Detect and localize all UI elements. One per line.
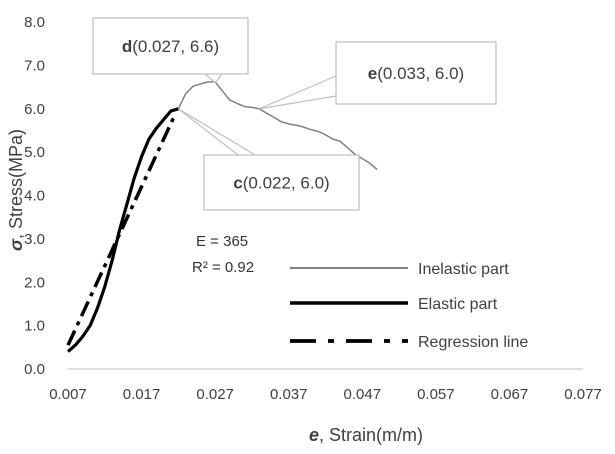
callout-text: d(0.027, 6.6) xyxy=(122,37,219,56)
callout-coordinates: (0.022, 6.0) xyxy=(243,174,330,193)
y-tick-label: 8.0 xyxy=(24,14,45,31)
y-axis-symbol: σ xyxy=(6,238,26,251)
series-layer xyxy=(66,81,378,353)
callout-point-label: c xyxy=(233,174,242,193)
x-tick-label: 0.077 xyxy=(564,386,602,403)
y-tick-label: 0.0 xyxy=(24,361,45,378)
x-axis-symbol: e xyxy=(309,425,319,445)
callout-text: c(0.022, 6.0) xyxy=(233,174,329,193)
x-tick-label: 0.057 xyxy=(417,386,455,403)
legend-label: Inelastic part xyxy=(418,261,509,278)
legend-label: Regression line xyxy=(418,334,528,351)
y-tick-label: 2.0 xyxy=(24,274,45,291)
x-tick-labels: 0.007 0.017 0.027 0.037 0.047 0.057 0.067 0.077 xyxy=(49,386,602,403)
y-tick-label: 7.0 xyxy=(24,57,45,74)
x-tick-label: 0.027 xyxy=(196,386,234,403)
y-tick-label: 6.0 xyxy=(24,101,45,118)
callout-layer: d(0.027, 6.6) e(0.033, 6.0) c(0.022, 6.0) xyxy=(92,17,497,211)
callout-pointer xyxy=(259,75,337,110)
y-tick-label: 4.0 xyxy=(24,188,45,205)
x-tick-label: 0.047 xyxy=(344,386,382,403)
callout-pointer xyxy=(204,73,216,84)
y-tick-label: 5.0 xyxy=(24,144,45,161)
callout-d: d(0.027, 6.6) xyxy=(92,17,249,84)
callout-point-label: e xyxy=(368,64,377,83)
callout-box xyxy=(92,17,249,75)
callout-text: e(0.033, 6.0) xyxy=(368,64,464,83)
y-axis-title: σ, Stress(MPa) xyxy=(6,129,26,251)
legend-label: Elastic part xyxy=(418,296,498,313)
y-axis-label: , Stress(MPa) xyxy=(6,129,26,239)
callout-point-label: d xyxy=(122,37,132,56)
x-axis-title: e, Strain(m/m) xyxy=(309,425,423,445)
callout-box xyxy=(203,154,360,211)
y-tick-label: 3.0 xyxy=(24,231,45,248)
series-elastic-part xyxy=(66,107,179,353)
series-inelastic-part xyxy=(177,81,378,171)
series-regression-line xyxy=(66,114,177,346)
regression-e-text: E = 365 xyxy=(196,233,248,250)
regression-r2-text: R² = 0.92 xyxy=(192,259,254,276)
legend: Inelastic part Elastic part Regression lin… xyxy=(290,261,528,351)
callout-e: e(0.033, 6.0) xyxy=(259,41,497,110)
x-tick-label: 0.017 xyxy=(123,386,161,403)
y-tick-label: 1.0 xyxy=(24,318,45,335)
callout-coordinates: (0.027, 6.6) xyxy=(132,37,219,56)
y-tick-labels: 0.0 1.0 2.0 3.0 4.0 5.0 6.0 7.0 8.0 xyxy=(24,14,45,378)
callout-box xyxy=(335,41,497,105)
x-axis-label: , Strain(m/m) xyxy=(319,425,423,445)
x-tick-label: 0.067 xyxy=(491,386,529,403)
x-tick-label: 0.037 xyxy=(270,386,308,403)
callout-coordinates: (0.033, 6.0) xyxy=(377,64,464,83)
callout-pointer xyxy=(214,73,223,84)
callout-pointer xyxy=(178,108,256,156)
callout-pointer xyxy=(259,95,337,110)
x-tick-label: 0.007 xyxy=(49,386,87,403)
callout-pointer xyxy=(177,108,239,156)
callout-c: c(0.022, 6.0) xyxy=(177,108,360,211)
